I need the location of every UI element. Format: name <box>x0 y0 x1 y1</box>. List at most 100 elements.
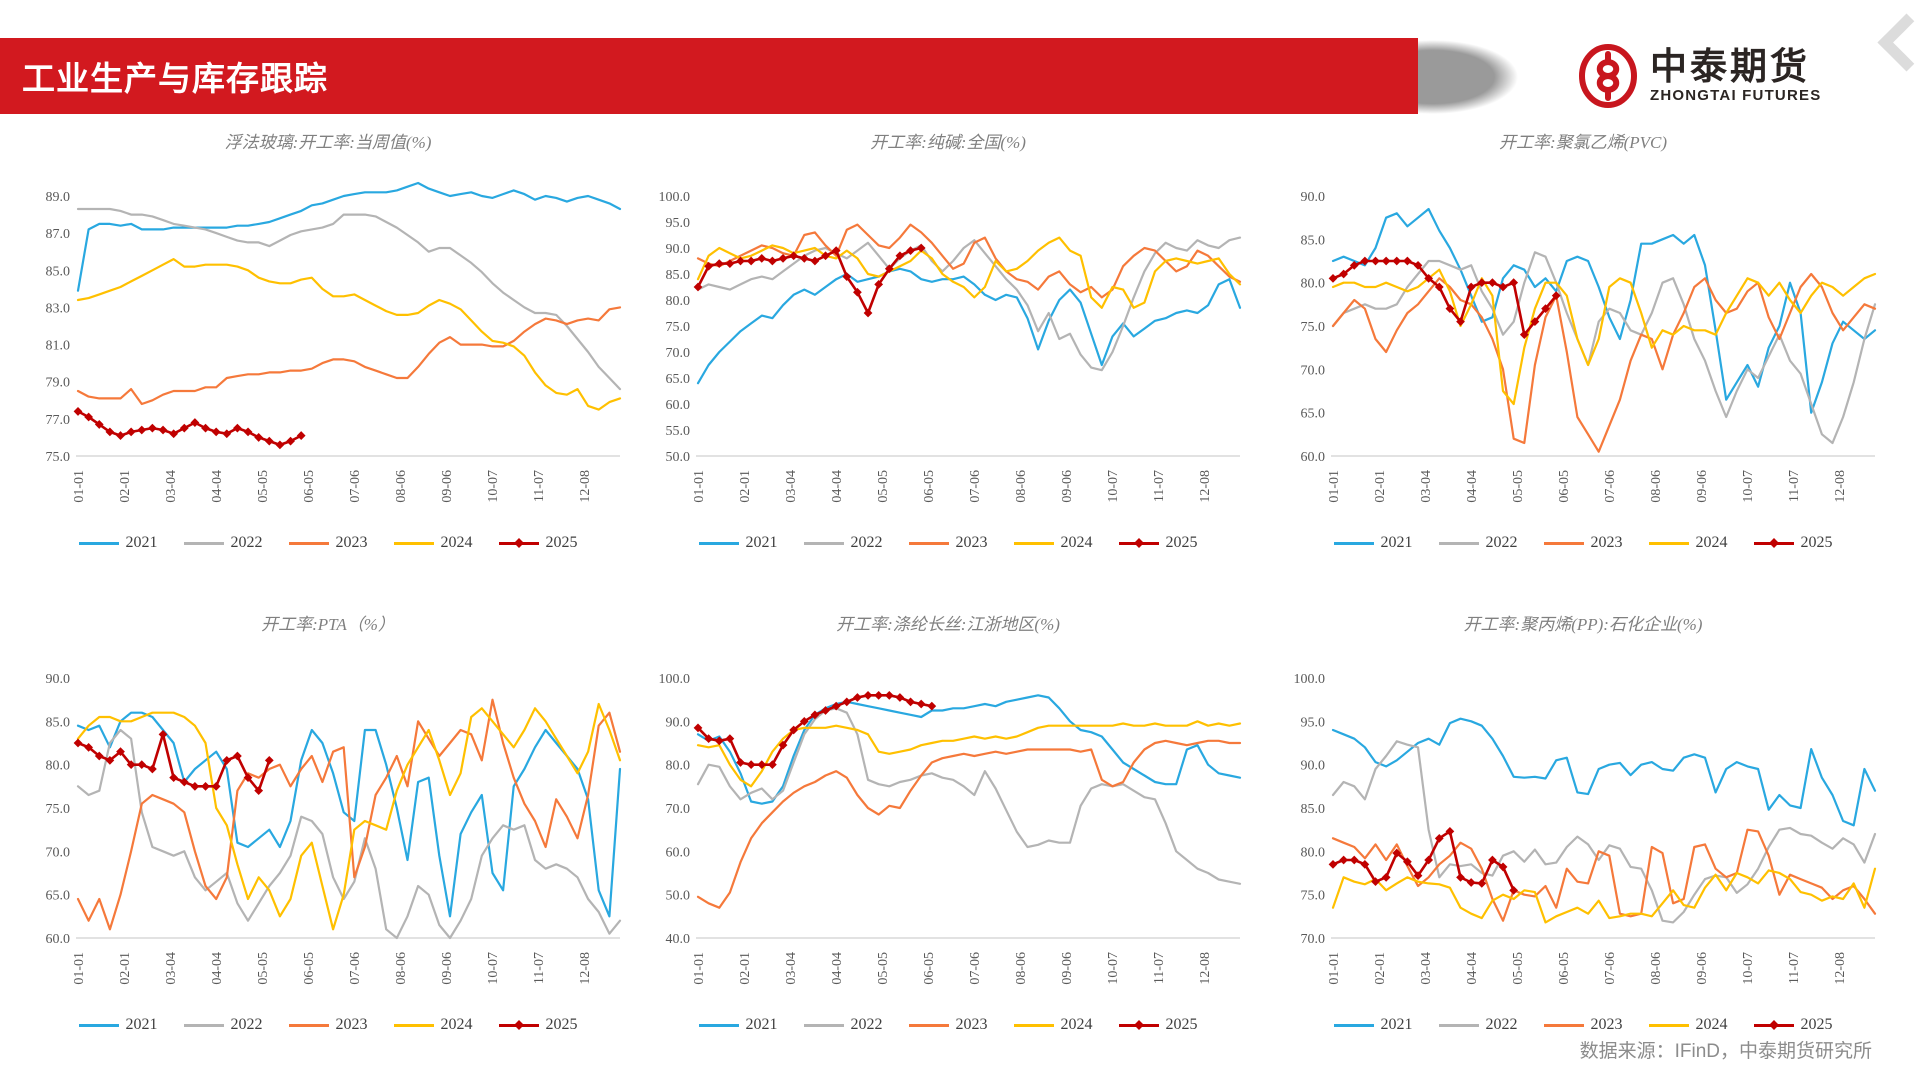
x-tick-label: 06-05 <box>922 470 937 503</box>
y-tick-label: 80.0 <box>666 294 691 309</box>
x-tick-label: 04-04 <box>830 470 845 503</box>
legend-diamond-marker <box>1133 538 1144 548</box>
x-tick-label: 02-01 <box>738 952 753 985</box>
legend-label: 2025 <box>545 1016 578 1033</box>
x-tick-label: 03-04 <box>164 470 179 503</box>
y-tick-label: 70.0 <box>666 346 691 361</box>
x-tick-label: 10-07 <box>486 952 501 985</box>
y-tick-label: 95.0 <box>666 216 691 231</box>
zhongtai-logo-icon <box>1579 44 1637 108</box>
series-2025-marker <box>1456 872 1465 882</box>
y-tick-label: 81.0 <box>46 339 71 354</box>
chart-canvas-pp: 70.0 75.0 80.0 85.0 90.0 95.0 100.0 01-01 02-01 0… <box>1294 672 1877 985</box>
series-2025-marker <box>1403 256 1412 266</box>
x-tick-label: 02-01 <box>118 470 133 503</box>
x-tick-label: 07-06 <box>348 470 363 503</box>
x-tick-label: 12-08 <box>1833 470 1848 503</box>
x-tick-label: 04-04 <box>210 952 225 985</box>
y-tick-label: 75.0 <box>1301 320 1326 335</box>
legend-item-2022: 2022 <box>803 1016 883 1034</box>
x-tick-label: 10-07 <box>486 470 501 503</box>
x-tick-label: 05-05 <box>876 952 891 985</box>
series-2025-marker <box>1349 855 1359 865</box>
series-2025-marker <box>778 254 788 263</box>
y-tick-label: 75.0 <box>666 320 691 335</box>
legend-swatch <box>1753 538 1794 548</box>
series-2025-marker <box>1381 872 1391 882</box>
chart-card-polyester-filament: 开工率:涤纶长丝:江浙地区(%) 40.0 50.0 60.0 70.0 80.0 90.… <box>648 612 1248 1034</box>
legend-item-2024: 2024 <box>1648 534 1728 552</box>
legend-label: 2021 <box>745 1016 778 1033</box>
series-2025-marker <box>853 693 862 702</box>
legend-swatch <box>908 541 949 545</box>
x-tick-label: 06-05 <box>302 952 317 985</box>
logo-en-text: ZHONGTAI FUTURES <box>1650 87 1822 104</box>
legend-label: 2022 <box>850 534 883 551</box>
legend-swatch <box>393 1023 434 1027</box>
legend-item-2025: 2025 <box>1753 534 1833 552</box>
x-tick-label: 02-01 <box>738 470 753 503</box>
legend-label: 2025 <box>1165 534 1198 551</box>
series-2025-marker <box>1328 859 1338 869</box>
legend-item-2022: 2022 <box>803 534 883 552</box>
series-2025-marker <box>211 427 221 437</box>
series-2024-line <box>76 702 622 931</box>
chart-title-polyester-filament: 开工率:涤纶长丝:江浙地区(%) <box>836 615 1060 634</box>
legend-item-2025: 2025 <box>498 1016 578 1034</box>
legend-label: 2023 <box>1590 534 1623 551</box>
series-2025-marker <box>821 706 830 715</box>
series-2024-line <box>696 720 1242 788</box>
series-2025-marker <box>1477 879 1487 888</box>
y-tick-label: 55.0 <box>666 424 691 439</box>
legend-swatch <box>1543 1023 1584 1027</box>
y-tick-label: 80.0 <box>1301 277 1326 292</box>
series-2025-marker <box>179 777 189 787</box>
x-tick-label: 10-07 <box>1741 952 1756 985</box>
x-tick-label: 07-06 <box>348 952 363 985</box>
chevron-left-icon <box>1877 13 1920 72</box>
series-2025-marker <box>286 436 295 446</box>
x-tick-label: 06-05 <box>1557 470 1572 503</box>
series-2025-marker <box>927 701 937 711</box>
y-tick-label: 70.0 <box>1301 932 1326 947</box>
legend-label: 2021 <box>125 1016 158 1033</box>
legend-swatch <box>393 541 434 545</box>
series-2025-marker <box>693 282 703 292</box>
x-tick-label: 11-07 <box>1787 470 1802 502</box>
x-tick-label: 12-08 <box>1833 952 1848 985</box>
series-2025-marker <box>831 701 841 711</box>
legend-diamond-marker <box>513 538 524 548</box>
y-tick-label: 65.0 <box>46 889 71 904</box>
series-2025-marker <box>1456 317 1465 327</box>
legend-swatch <box>1333 1023 1374 1027</box>
series-2023-line <box>76 698 622 931</box>
x-tick-label: 10-07 <box>1741 470 1756 503</box>
series-2025-marker <box>233 423 242 433</box>
y-tick-label: 90.0 <box>46 672 71 687</box>
legend-label: 2022 <box>850 1016 883 1033</box>
series-2025-marker <box>1488 855 1497 865</box>
series-2025-marker <box>714 259 724 268</box>
chart-title-pp: 开工率:聚丙烯(PP):石化企业(%) <box>1463 615 1703 634</box>
x-tick-label: 12-08 <box>1198 470 1213 503</box>
series-2025-marker <box>906 697 915 707</box>
legend-diamond-marker <box>1133 1020 1144 1030</box>
series-2025-marker <box>254 433 264 442</box>
x-tick-label: 09-06 <box>1695 470 1710 503</box>
series-2025-marker <box>264 436 274 446</box>
chart-legend-pp: 2021 2022 2023 2024 2025 <box>1283 1016 1883 1034</box>
legend-swatch <box>698 541 739 545</box>
y-tick-label: 100.0 <box>659 672 691 687</box>
legend-swatch <box>288 541 329 545</box>
x-tick-label: 02-01 <box>1373 470 1388 503</box>
series-2025-marker <box>884 690 894 700</box>
series-2025-marker <box>821 251 830 261</box>
x-tick-label: 04-04 <box>1465 470 1480 503</box>
legend-label: 2024 <box>1695 1016 1728 1033</box>
series-2025-marker <box>1339 269 1349 279</box>
series-2025-marker <box>264 755 274 765</box>
legend-item-2021: 2021 <box>1333 534 1413 552</box>
legend-label: 2022 <box>230 1016 263 1033</box>
legend-swatch <box>183 541 224 545</box>
y-tick-label: 85.0 <box>1301 233 1326 248</box>
